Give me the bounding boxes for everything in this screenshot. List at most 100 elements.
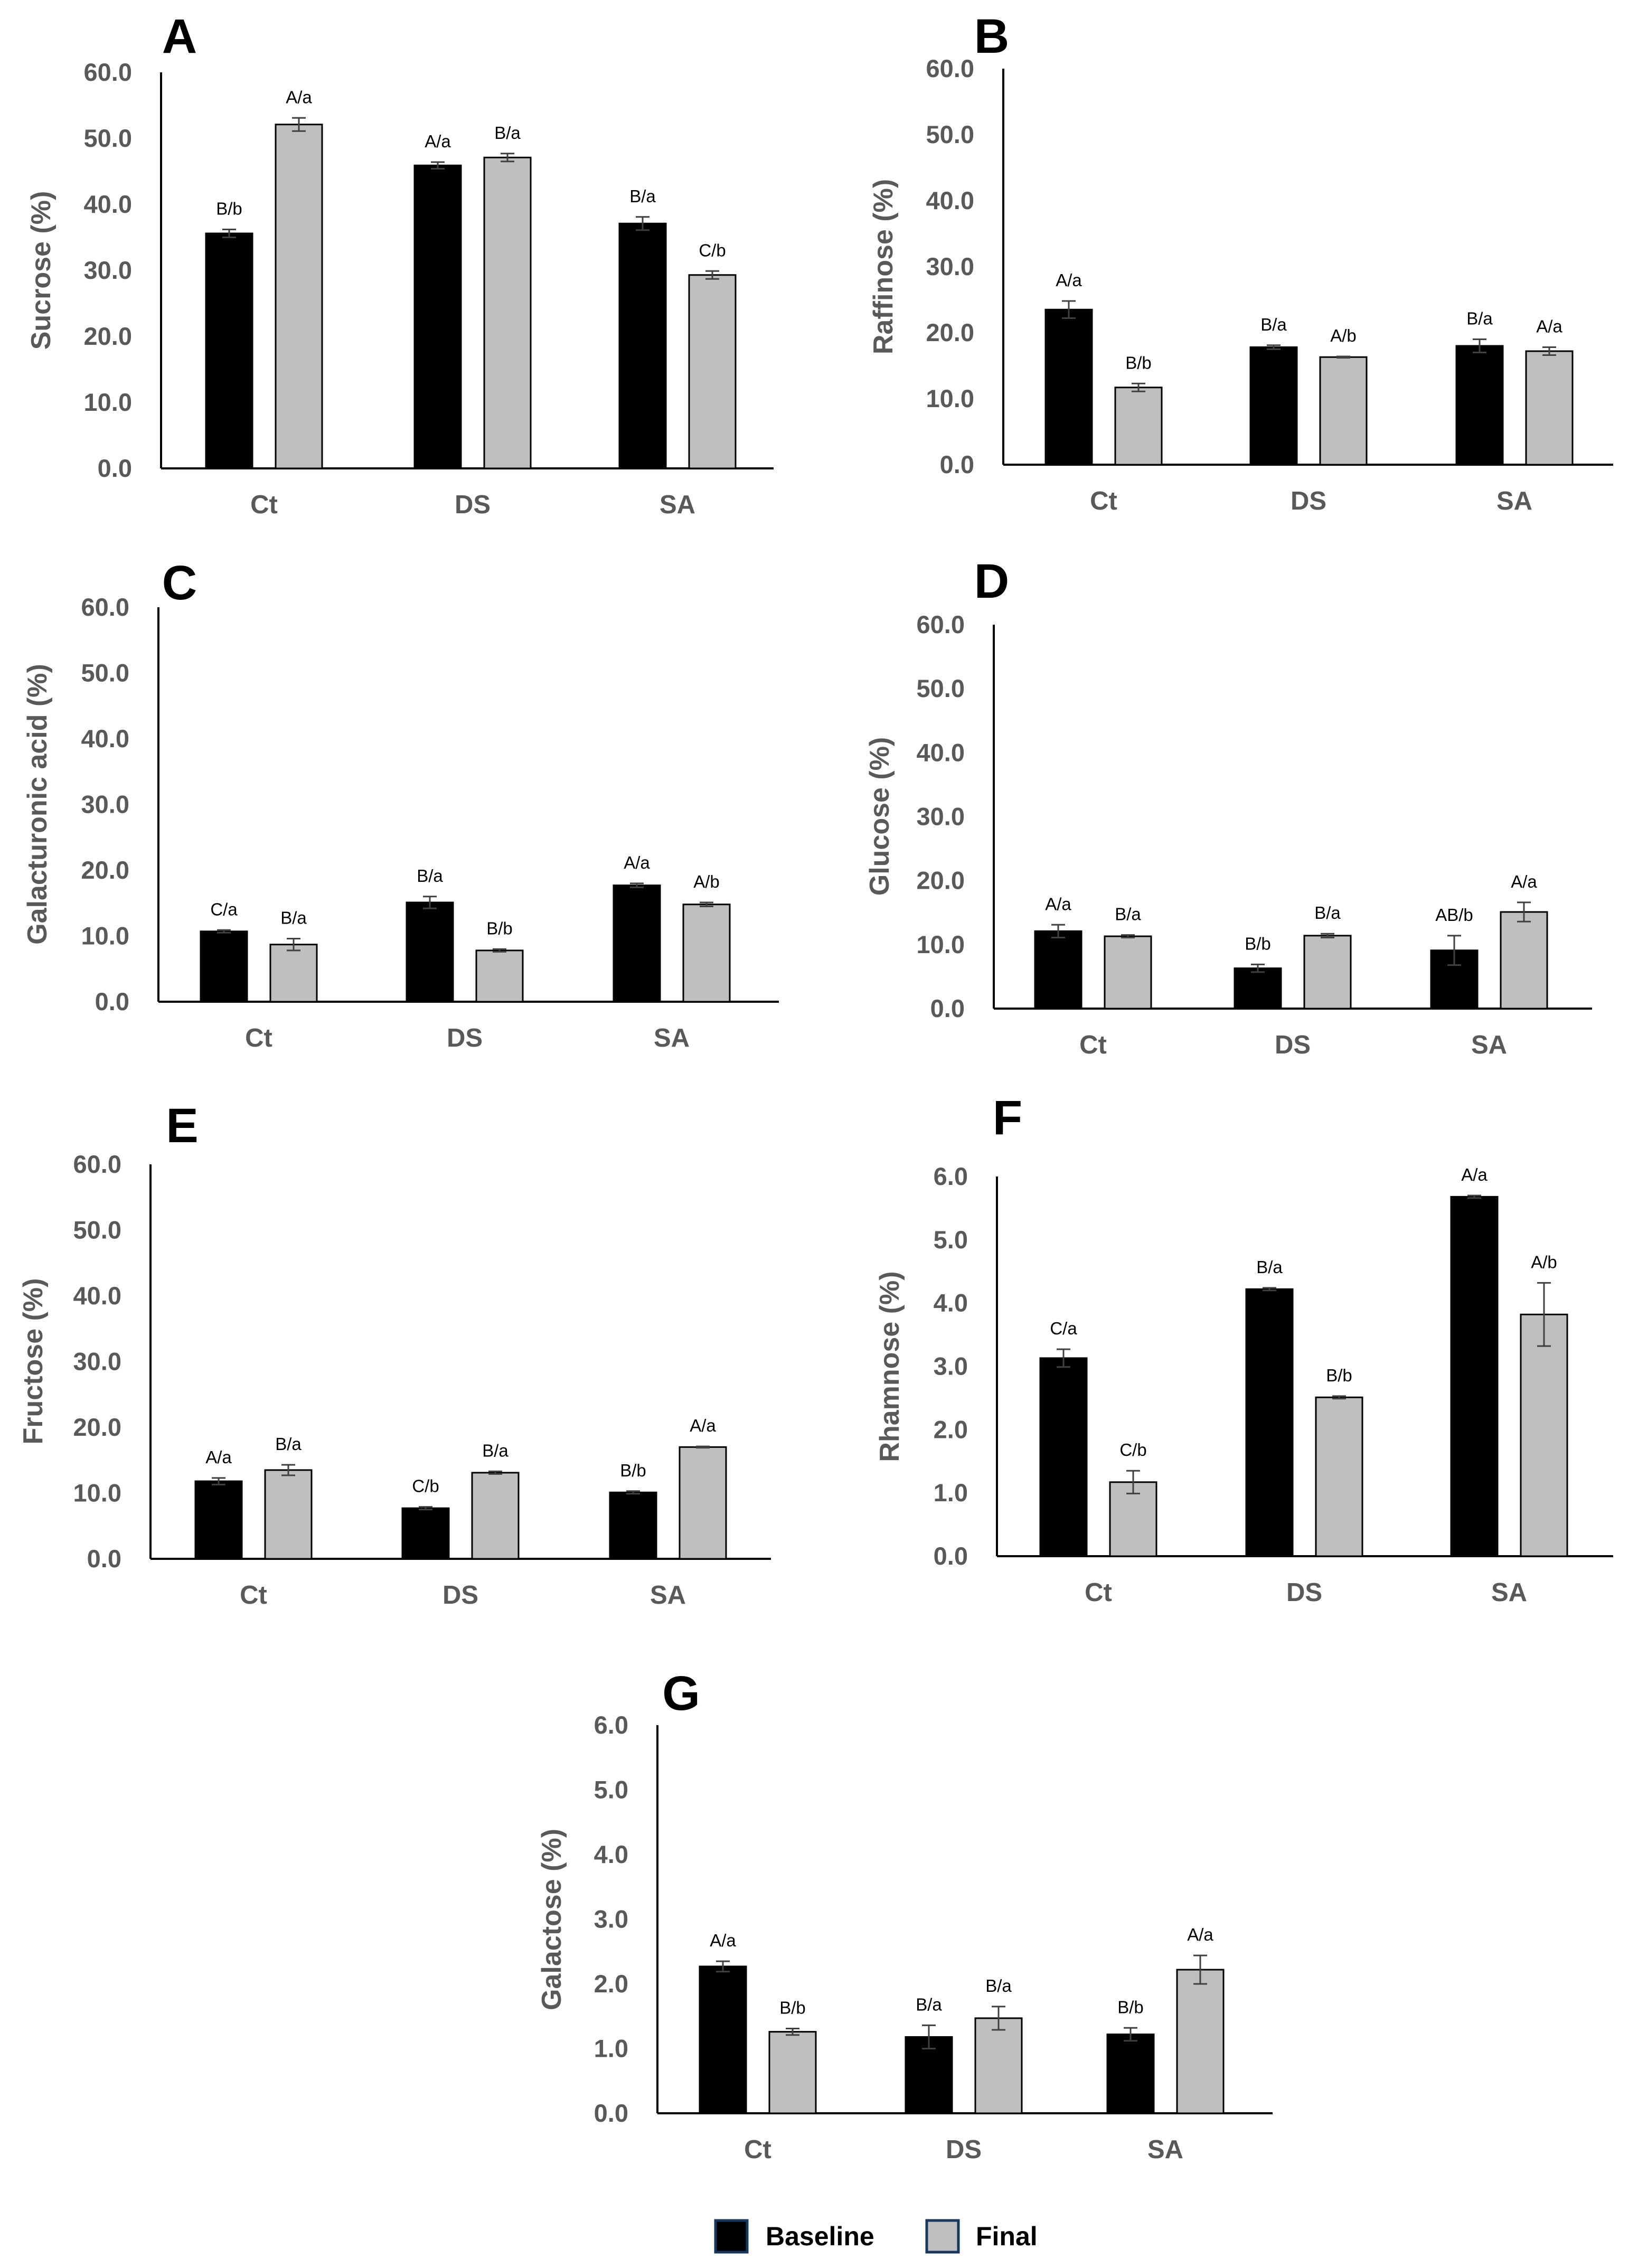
y-tick-label-g: 4.0 — [594, 1840, 628, 1868]
error-bar-e — [488, 1470, 502, 1475]
x-category-label-b: DS — [1291, 487, 1326, 515]
error-bar-a — [292, 117, 306, 132]
y-axis-title-b: Raffinose (%) — [868, 179, 899, 354]
data-label-b: A/a — [1056, 270, 1082, 290]
y-tick-label-e: 40.0 — [73, 1282, 121, 1310]
data-label-c: B/a — [280, 908, 307, 927]
error-bar-g — [786, 2028, 799, 2036]
bar-d-baseline — [1034, 930, 1082, 1010]
data-label-e: B/a — [275, 1434, 302, 1454]
error-bar-d — [1517, 901, 1531, 923]
panel-letter-c: C — [162, 556, 197, 610]
bar-a-final — [688, 274, 737, 469]
panel-letter-d: D — [974, 554, 1009, 608]
data-label-b: B/b — [1125, 353, 1152, 372]
bar-g-final — [1176, 1969, 1225, 2114]
data-label-a: B/a — [494, 123, 521, 143]
y-tick-label-a: 40.0 — [84, 190, 132, 218]
error-bar-d — [1121, 934, 1135, 939]
data-label-e: B/b — [620, 1461, 646, 1480]
bar-b-final — [1319, 356, 1368, 466]
error-bar-f — [1263, 1287, 1276, 1292]
x-category-label-d: SA — [1471, 1031, 1507, 1059]
y-tick-label-d: 50.0 — [917, 674, 965, 702]
y-tick-label-d: 10.0 — [917, 930, 965, 958]
bar-c-baseline — [200, 930, 248, 1003]
panel-c: C Galacturonic acid (%) 0.0 10.0 20.0 30.0 40.… — [22, 556, 779, 1052]
data-label-f: C/a — [1050, 1319, 1077, 1338]
data-label-d: A/a — [1045, 894, 1071, 914]
error-bar-g — [1193, 1954, 1207, 1985]
y-tick-label-f: 1.0 — [934, 1479, 968, 1507]
data-label-c: A/a — [624, 853, 650, 872]
error-bar-a — [705, 270, 719, 280]
error-bar-b — [1132, 382, 1145, 392]
error-bar-c — [217, 929, 231, 934]
y-tick-label-g: 2.0 — [594, 1970, 628, 1998]
bar-f-baseline — [1245, 1288, 1294, 1557]
error-bar-e — [281, 1464, 295, 1476]
data-label-e: B/a — [482, 1441, 509, 1460]
error-bar-d — [1251, 963, 1265, 973]
x-category-label-c: SA — [654, 1024, 690, 1052]
y-tick-label-b: 40.0 — [926, 186, 974, 214]
x-category-label-d: DS — [1275, 1031, 1311, 1059]
bar-f-final — [1109, 1481, 1157, 1557]
bar-a-baseline — [205, 232, 253, 469]
data-label-b: A/a — [1536, 317, 1562, 336]
error-bar-g — [992, 2006, 1005, 2031]
y-tick-label-e: 10.0 — [73, 1479, 121, 1507]
x-category-label-a: DS — [455, 491, 491, 519]
data-label-d: AB/b — [1435, 905, 1473, 925]
data-label-d: A/a — [1511, 872, 1537, 891]
y-tick-label-f: 4.0 — [934, 1289, 968, 1317]
data-label-b: A/b — [1330, 326, 1357, 345]
panel-e: E Fructose (%) 0.0 10.0 20.0 30.0 40.0 50.0 60.0… — [18, 1099, 771, 1610]
y-tick-label-f: 0.0 — [934, 1542, 968, 1570]
bar-g-baseline — [1106, 2034, 1155, 2114]
panel-g: G Galactose (%) 0.0 1.0 2.0 3.0 4.0 5.0 6.0 Ct DS S… — [536, 1667, 1273, 2164]
y-tick-label-c: 20.0 — [81, 856, 129, 884]
bar-c-final — [682, 904, 731, 1003]
bar-c-baseline — [406, 901, 454, 1003]
bar-b-baseline — [1249, 346, 1298, 466]
data-label-g: B/b — [779, 1998, 806, 2018]
x-category-label-c: DS — [447, 1024, 483, 1052]
bar-e-baseline — [609, 1491, 657, 1560]
error-bar-f — [1332, 1395, 1346, 1400]
data-label-a: C/b — [699, 240, 726, 260]
data-label-f: B/a — [1256, 1257, 1283, 1277]
bar-f-baseline — [1450, 1196, 1499, 1557]
x-category-label-f: DS — [1286, 1578, 1322, 1607]
data-label-e: A/a — [690, 1416, 716, 1435]
error-bar-f — [1057, 1348, 1070, 1368]
error-bar-e — [419, 1506, 432, 1511]
y-tick-label-d: 60.0 — [917, 610, 965, 638]
data-label-f: C/b — [1119, 1440, 1146, 1460]
data-label-c: C/a — [210, 899, 238, 919]
error-bar-e — [212, 1477, 225, 1485]
x-category-label-b: SA — [1496, 487, 1532, 515]
legend-swatch-final — [925, 2219, 960, 2254]
y-tick-label-e: 0.0 — [87, 1545, 121, 1573]
data-label-d: B/b — [1245, 934, 1271, 953]
bar-f-final — [1315, 1396, 1363, 1557]
y-tick-label-f: 2.0 — [934, 1415, 968, 1443]
y-tick-label-g: 5.0 — [594, 1776, 628, 1804]
x-category-label-b: Ct — [1090, 487, 1117, 515]
panel-letter-e: E — [166, 1099, 198, 1153]
error-bar-f — [1126, 1470, 1140, 1494]
error-bar-c — [700, 901, 713, 907]
bar-d-final — [1303, 935, 1352, 1010]
y-tick-label-c: 40.0 — [81, 724, 129, 752]
data-label-f: A/b — [1531, 1252, 1557, 1272]
bar-e-baseline — [401, 1507, 450, 1560]
bar-a-final — [275, 124, 323, 469]
bar-b-baseline — [1455, 345, 1504, 466]
y-tick-label-b: 10.0 — [926, 384, 974, 412]
panel-letter-b: B — [974, 10, 1009, 63]
y-tick-label-g: 3.0 — [594, 1905, 628, 1933]
y-tick-label-g: 6.0 — [594, 1711, 628, 1739]
